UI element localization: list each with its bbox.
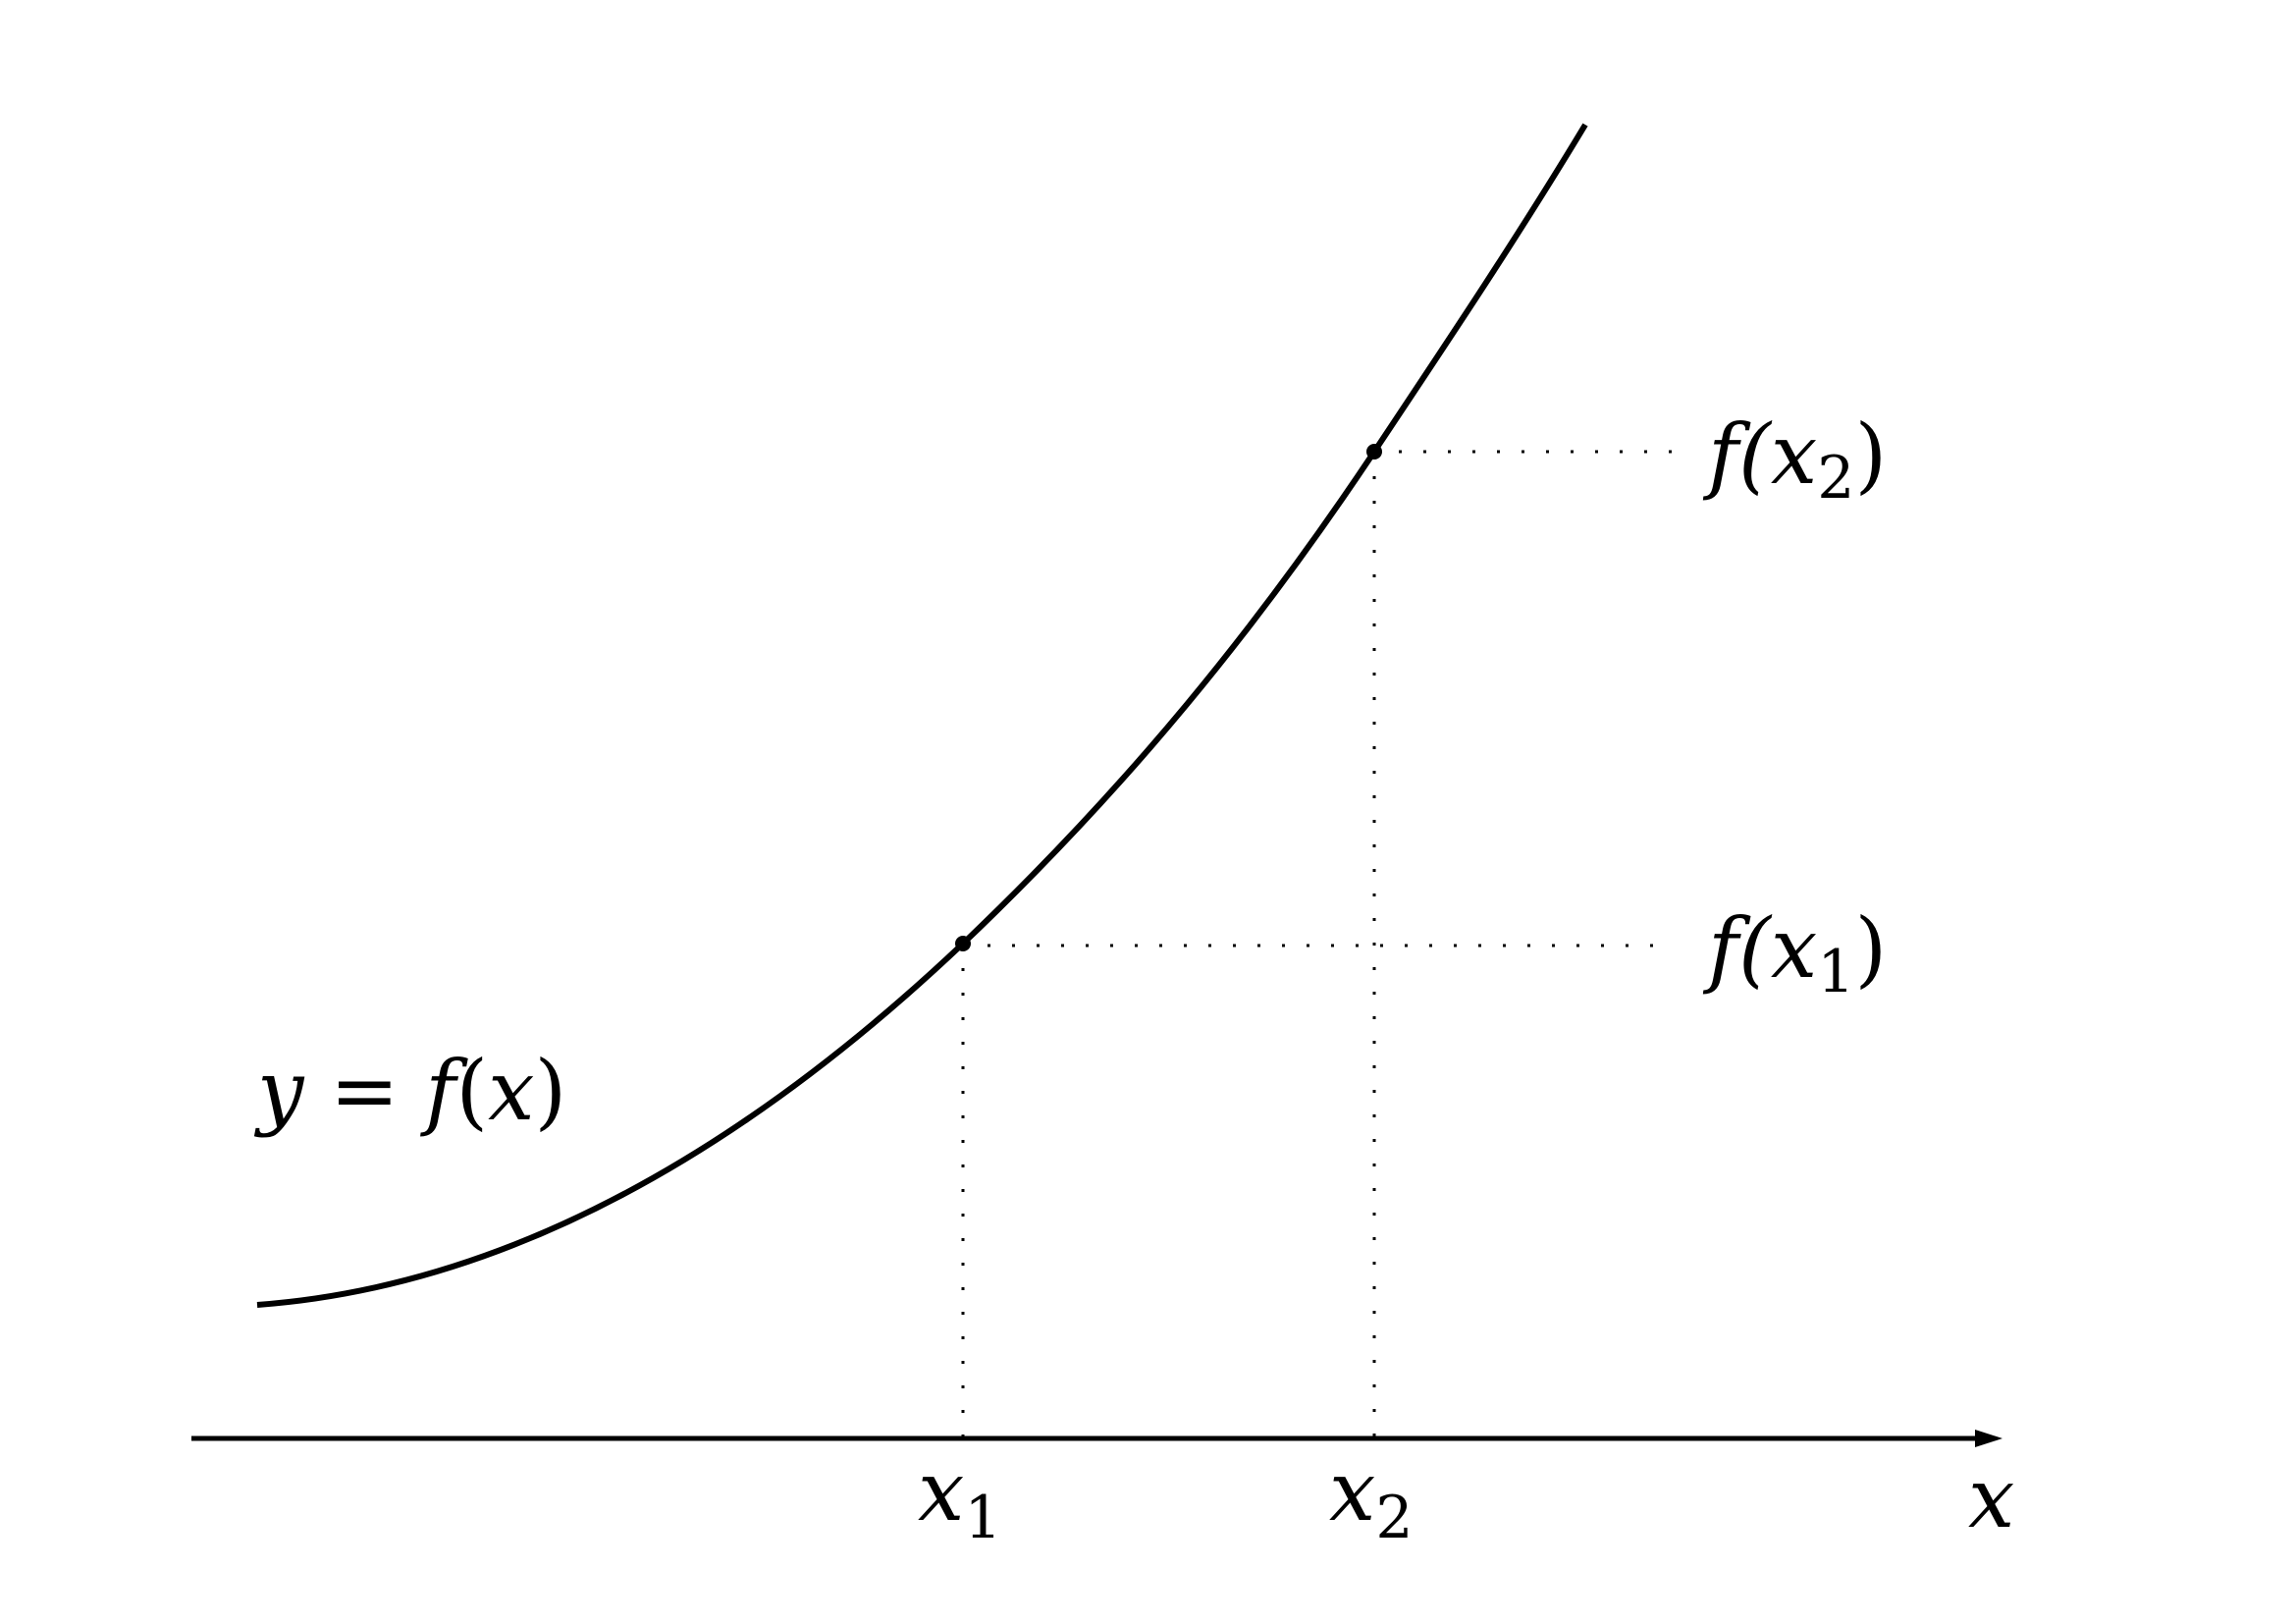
x-axis-label: x bbox=[1968, 1450, 2014, 1546]
label-f-x1: f(x1) bbox=[1702, 900, 1887, 1006]
label-f-x2: f(x2) bbox=[1702, 406, 1887, 513]
point-x2 bbox=[1366, 444, 1382, 460]
x-axis-arrowhead bbox=[1975, 1430, 2002, 1447]
label-x2: x2 bbox=[1329, 1443, 1414, 1552]
point-x1 bbox=[955, 936, 971, 951]
curve-label: y = f(x) bbox=[253, 1043, 566, 1139]
label-x1: x1 bbox=[918, 1443, 1002, 1552]
function-curve bbox=[256, 123, 1588, 1308]
